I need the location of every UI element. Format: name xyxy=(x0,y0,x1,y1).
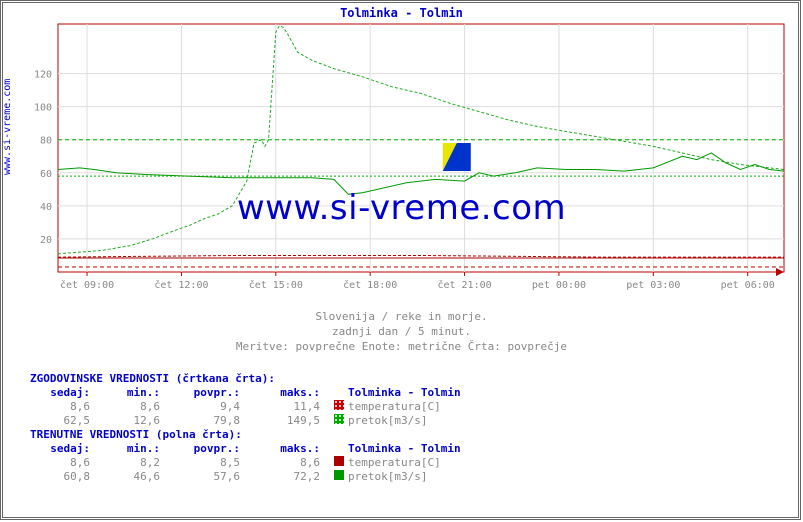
svg-text:čet 21:00: čet 21:00 xyxy=(437,279,491,291)
svg-text:120: 120 xyxy=(34,70,52,81)
chart-area: 20 40 60 80 100 120 čet 09:00 čet 12:00 čet 15:0… xyxy=(20,22,790,292)
svg-text:60: 60 xyxy=(40,169,52,180)
svg-text:pet 00:00: pet 00:00 xyxy=(532,280,586,291)
y-axis-label: www.si-vreme.com xyxy=(2,79,13,175)
svg-text:čet 18:00: čet 18:00 xyxy=(343,279,397,291)
chart-title: Tolminka - Tolmin xyxy=(0,6,803,20)
svg-text:100: 100 xyxy=(34,103,52,114)
svg-text:čet 09:00: čet 09:00 xyxy=(60,279,114,291)
caption-line-2: zadnji dan / 5 minut. xyxy=(0,325,803,338)
svg-text:čet 15:00: čet 15:00 xyxy=(249,279,303,291)
svg-text:20: 20 xyxy=(40,235,52,246)
svg-text:80: 80 xyxy=(40,136,52,147)
svg-text:pet 03:00: pet 03:00 xyxy=(626,280,680,291)
legend-block: ZGODOVINSKE VREDNOSTI (črtkana črta):sed… xyxy=(30,372,461,484)
svg-text:40: 40 xyxy=(40,202,52,213)
svg-text:čet 12:00: čet 12:00 xyxy=(154,279,208,291)
svg-text:pet 06:00: pet 06:00 xyxy=(721,280,775,291)
caption-line-1: Slovenija / reke in morje. xyxy=(0,310,803,323)
caption-line-3: Meritve: povprečne Enote: metrične Črta:… xyxy=(0,340,803,353)
